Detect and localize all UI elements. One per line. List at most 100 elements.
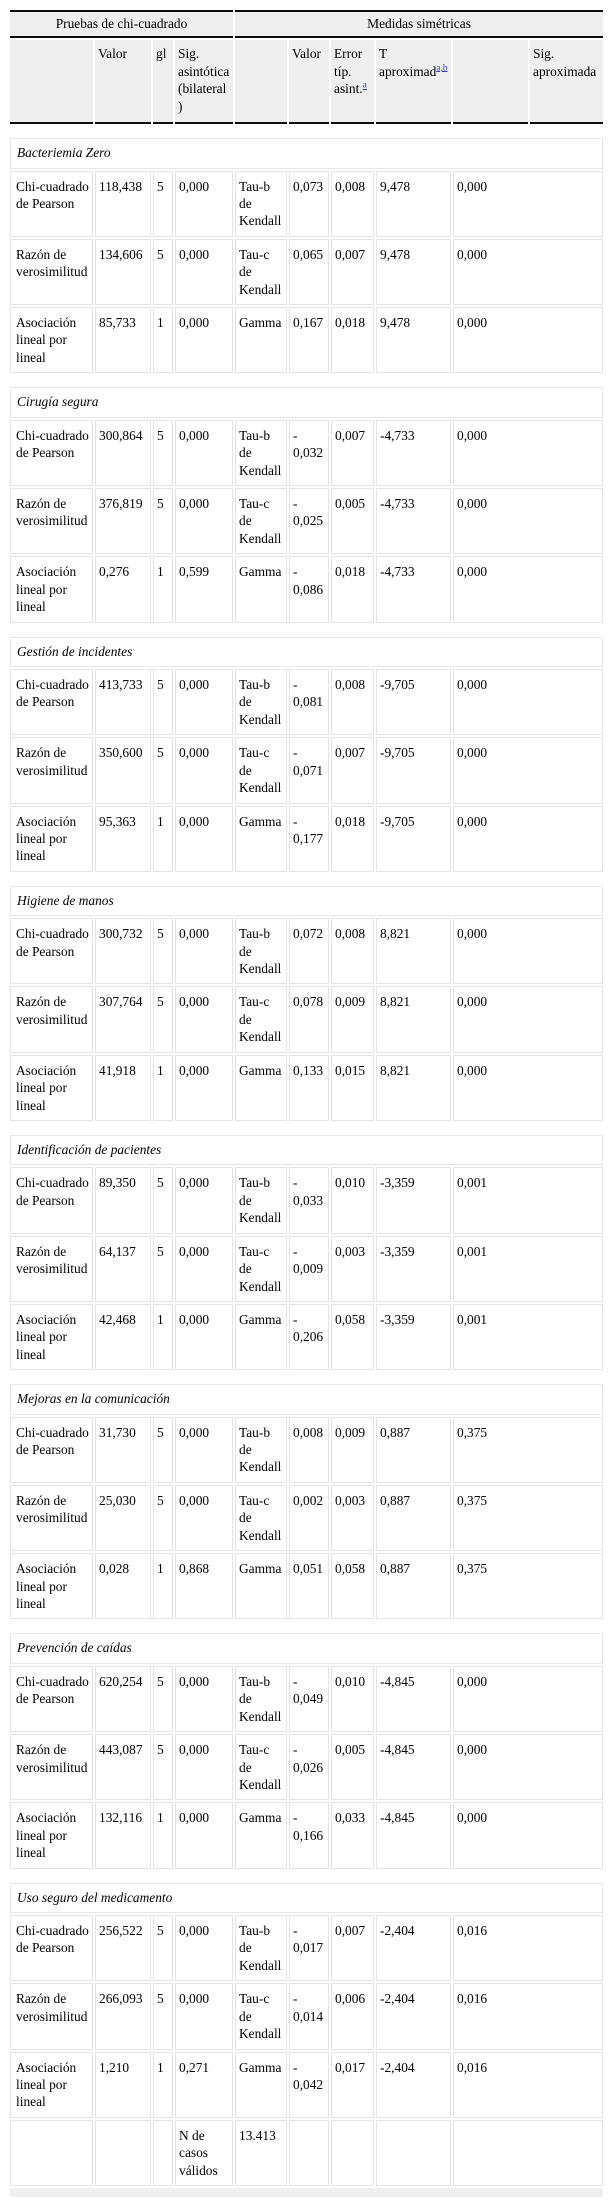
cell-chi-sig: 0,000 [175,1484,233,1552]
footnote-link-a[interactable]: a [362,80,367,91]
cell-chi-valor: 620,254 [95,1665,151,1733]
cell-std-error: 0,007 [331,238,374,306]
section-title: Identificación de pacientes [10,1134,604,1166]
cell-test-name: Razón de verosimilitud [10,238,93,306]
section-title-row: Identificación de pacientes [10,1134,604,1166]
column-header-valor-chi: Valor [95,40,151,125]
cell-chi-valor: 266,093 [95,1983,151,2050]
table-row: Chi-cuadrado de Pearson 89,350 5 0,000 Tau-b… [10,1167,604,1234]
cell-measure-valor: -0,206 [289,1303,329,1371]
cell-measure-name: Gamma [235,2051,287,2118]
section-title: Uso seguro del medicamento [10,1882,604,1914]
cell-empty [331,2119,374,2187]
cell-chi-sig: 0,000 [175,1416,233,1483]
cell-chi-sig: 0,000 [175,1054,233,1121]
cell-chi-valor: 41,918 [95,1054,151,1121]
cell-chi-sig: 0,271 [175,2051,233,2118]
cell-chi-sig: 0,000 [175,986,233,1053]
cell-std-error: 0,003 [331,1484,374,1552]
table-row: Chi-cuadrado de Pearson 118,438 5 0,000 Tau-… [10,170,604,237]
cell-std-error: 0,005 [331,488,374,555]
cell-approx-sig: 0,000 [453,805,604,872]
cell-measure-name: Tau-b de Kendall [235,1167,287,1234]
cell-test-name: Asociación lineal por lineal [10,1054,93,1121]
cell-gl: 5 [153,1235,173,1302]
cell-t-approx: -4,733 [376,488,451,555]
table-footer: N de casos válidos 13.413 [10,2119,604,2198]
cell-empty [95,2119,151,2187]
section-spacer [10,375,604,386]
valid-cases-row: N de casos válidos 13.413 [10,2119,604,2187]
cell-chi-sig: 0,000 [175,1915,233,1982]
table-row: Razón de verosimilitud 350,600 5 0,000 Tau-c… [10,737,604,804]
footnote-link-a-b[interactable]: a,b [436,63,448,74]
bottom-strip [10,2188,604,2198]
cell-chi-valor: 85,733 [95,307,151,374]
cell-test-name: Razón de verosimilitud [10,986,93,1053]
cell-t-approx: 9,478 [376,170,451,237]
cell-measure-valor: 0,133 [289,1054,329,1121]
section-spacer [10,1122,604,1133]
cell-measure-valor: 0,065 [289,238,329,306]
section-spacer [10,624,604,635]
cell-t-approx: 8,821 [376,986,451,1053]
cell-test-name: Razón de verosimilitud [10,737,93,804]
cell-t-approx: -9,705 [376,737,451,804]
column-header-gl: gl [153,40,173,125]
cell-chi-sig: 0,000 [175,668,233,736]
cell-measure-name: Gamma [235,307,287,374]
cell-measure-valor: 0,078 [289,986,329,1053]
cell-t-approx: -4,845 [376,1802,451,1869]
cell-std-error: 0,058 [331,1303,374,1371]
cell-chi-sig: 0,000 [175,1167,233,1234]
table-row: Razón de verosimilitud 443,087 5 0,000 Tau-c… [10,1734,604,1801]
cell-t-approx: -2,404 [376,1983,451,2050]
table-row: Chi-cuadrado de Pearson 31,730 5 0,000 Tau-b… [10,1416,604,1483]
section-title-row: Cirugía segura [10,387,604,418]
cell-test-name: Razón de verosimilitud [10,488,93,555]
section-spacer-row [10,375,604,386]
cell-t-approx: -4,845 [376,1665,451,1733]
section-spacer-row [10,1870,604,1881]
section-spacer [10,873,604,884]
group-header-chi-square: Pruebas de chi-cuadrado [10,10,233,39]
cell-chi-sig: 0,000 [175,419,233,487]
cell-gl: 1 [153,805,173,872]
cell-gl: 5 [153,1983,173,2050]
cell-chi-valor: 300,864 [95,419,151,487]
cell-measure-name: Tau-b de Kendall [235,668,287,736]
cell-measure-name: Tau-b de Kendall [235,1915,287,1982]
cell-chi-valor: 443,087 [95,1734,151,1801]
cell-measure-valor: -0,026 [289,1734,329,1801]
column-header-valor-measure: Valor [289,40,329,125]
cell-chi-sig: 0,000 [175,1734,233,1801]
cell-chi-sig: 0,868 [175,1553,233,1620]
cell-gl: 5 [153,1665,173,1733]
cell-approx-sig: 0,001 [453,1167,604,1234]
cell-chi-sig: 0,000 [175,1983,233,2050]
cell-measure-valor: -0,032 [289,419,329,487]
cell-test-name: Chi-cuadrado de Pearson [10,1167,93,1234]
cell-std-error: 0,017 [331,2051,374,2118]
table-row: Chi-cuadrado de Pearson 300,732 5 0,000 Tau-… [10,918,604,985]
cell-approx-sig: 0,001 [453,1303,604,1371]
table-body: Bacteriemia Zero Chi-cuadrado de Pearson 1… [10,126,604,2118]
cell-measure-valor: -0,033 [289,1167,329,1234]
cell-approx-sig: 0,016 [453,1915,604,1982]
cell-test-name: Razón de verosimilitud [10,1734,93,1801]
group-header-row: Pruebas de chi-cuadrado Medidas simétric… [10,10,604,39]
cell-measure-valor: -0,014 [289,1983,329,2050]
section-title-row: Gestión de incidentes [10,636,604,667]
cell-gl: 5 [153,170,173,237]
cell-gl: 1 [153,1054,173,1121]
cell-t-approx: -4,733 [376,419,451,487]
cell-gl: 5 [153,668,173,736]
section-spacer-row [10,126,604,137]
cell-chi-sig: 0,000 [175,1665,233,1733]
cell-gl: 5 [153,1484,173,1552]
column-header-empty-label [10,40,93,125]
cell-measure-valor: -0,166 [289,1802,329,1869]
column-header-t-aproximada: T aproximada,b [376,40,451,125]
cell-gl: 5 [153,737,173,804]
